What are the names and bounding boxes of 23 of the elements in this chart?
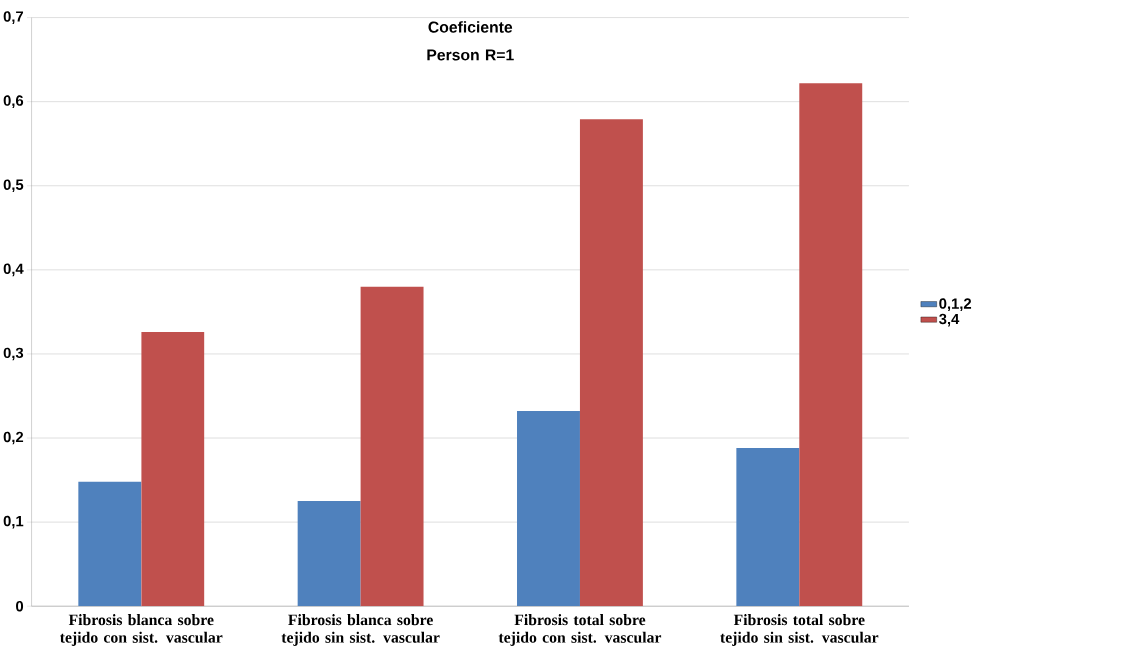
y-tick-label: 0,1 [3,515,24,529]
bar [297,500,361,607]
y-tick-label: 0,7 [3,11,24,24]
bar [141,331,205,607]
bar [78,481,142,607]
legend-label: 3,4 [939,313,960,327]
text: Coeficiente Person R=1 [427,21,514,61]
bar [799,83,863,607]
bar [360,286,424,607]
x-tick-label: Fibrosis total sobre tejido con sist. vascular [498,614,662,646]
y-tick-label: 0,3 [3,347,24,361]
y-tick-label: 0,5 [3,179,24,192]
x-tick-label: Fibrosis total sobre tejido sin sist. vascular [720,614,879,646]
y-tick-label: 0 [16,600,24,612]
x-tick-label: Fibrosis blanca sobre tejido con sist. vascular [59,614,223,646]
y-tick-label: 0,4 [3,263,24,277]
y-tick-label: 0,2 [3,431,24,445]
y-tick-label: 0,6 [3,95,24,108]
bar [736,448,800,607]
bar [517,411,580,607]
bar [579,119,643,607]
legend-label: 0,1,2 [939,298,972,311]
x-tick-label: Fibrosis blanca sobre tejido sin sist. vascular [281,614,440,646]
